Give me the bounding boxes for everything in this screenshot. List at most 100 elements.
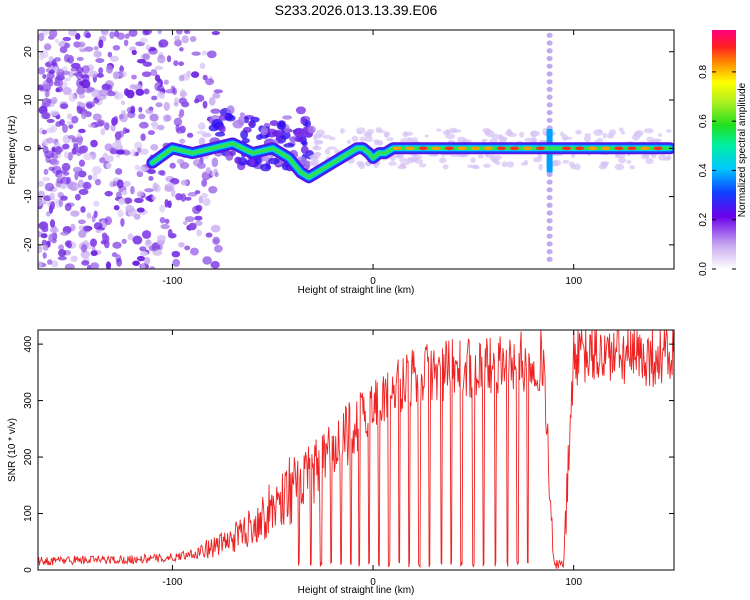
x-tick-label: 0 xyxy=(370,276,376,287)
spectral-blob xyxy=(111,252,118,258)
spectral-blob xyxy=(41,129,47,135)
spectral-blob xyxy=(483,129,492,135)
spectral-blob xyxy=(79,102,86,108)
spectral-blob xyxy=(138,166,146,173)
spectral-blob xyxy=(78,128,86,134)
spectral-blob xyxy=(47,259,53,265)
spectral-blob xyxy=(151,95,158,101)
spectral-blob xyxy=(324,148,331,155)
spectral-blob xyxy=(60,183,67,190)
trace-hot-spot xyxy=(523,146,533,151)
spike-blob xyxy=(546,32,553,38)
spectral-blob xyxy=(48,233,54,243)
spectral-blob xyxy=(339,127,345,134)
spike-blob xyxy=(546,102,553,108)
spectral-blob xyxy=(184,196,192,201)
spectral-blob xyxy=(154,65,164,70)
spectral-blob xyxy=(407,137,415,143)
spectral-blob xyxy=(157,124,165,131)
spectral-blob xyxy=(55,75,65,81)
spectral-blob xyxy=(530,130,541,137)
spectral-blob xyxy=(155,102,163,108)
spectral-blob xyxy=(175,30,183,35)
spectral-blob xyxy=(164,185,174,192)
spectral-blob xyxy=(119,66,125,72)
spectral-blob xyxy=(43,44,52,51)
spectral-blob xyxy=(436,128,442,132)
spectral-blob xyxy=(248,120,255,127)
spectral-blob xyxy=(402,162,410,166)
spectral-blob xyxy=(191,51,201,56)
spectral-blob xyxy=(139,123,145,129)
spectral-blob xyxy=(68,30,78,37)
spectral-blob xyxy=(76,133,82,138)
spectral-blob xyxy=(593,129,604,136)
spectral-blob xyxy=(178,112,183,119)
spectral-blob xyxy=(74,171,79,181)
spectral-blob xyxy=(38,245,43,254)
spectral-blob xyxy=(133,213,141,220)
spectral-blob xyxy=(212,92,221,99)
spectral-blob xyxy=(70,210,80,217)
spike-blob xyxy=(546,187,553,193)
spectral-blob xyxy=(172,258,181,267)
spectral-blob xyxy=(199,62,206,70)
top-y-axis-label: Frequency (Hz) xyxy=(7,116,18,185)
spectral-blob xyxy=(438,157,447,164)
spectral-blob xyxy=(44,182,55,192)
spectral-blob xyxy=(117,209,124,218)
spectral-blob xyxy=(49,219,56,228)
spectral-blob xyxy=(45,127,55,134)
spectral-blob xyxy=(68,124,74,130)
spectral-blob xyxy=(501,161,508,168)
spectral-blob xyxy=(403,131,414,136)
spectral-blob xyxy=(608,129,617,136)
spectral-blob xyxy=(269,120,279,127)
spectral-blob xyxy=(194,220,203,226)
spectral-blob xyxy=(41,224,49,232)
spectral-blob xyxy=(90,250,98,257)
spectral-blob xyxy=(132,260,141,266)
trace-hot-spot xyxy=(418,146,428,151)
spectral-blob xyxy=(133,197,144,204)
colorbar-label: Normalized spectral amplitude xyxy=(737,82,748,217)
spectral-blob xyxy=(45,137,55,144)
spectral-blob xyxy=(51,59,57,68)
spectral-blob xyxy=(178,97,188,105)
spectral-blob xyxy=(583,135,592,143)
bottom-x-axis-label: Height of straight line (km) xyxy=(298,585,415,596)
spectral-blob xyxy=(210,171,216,177)
spectral-blob xyxy=(173,60,179,67)
spectral-blob xyxy=(38,66,46,75)
spectral-blob xyxy=(57,256,67,261)
trace-hot-spot xyxy=(536,146,546,151)
trace-band xyxy=(150,141,672,180)
spectral-blob xyxy=(113,30,120,38)
spectral-blob xyxy=(75,66,84,74)
spectral-blob xyxy=(569,161,575,168)
spectral-blob xyxy=(229,150,236,156)
spectral-blob xyxy=(213,89,224,94)
trace-hot-spot xyxy=(653,146,663,151)
spectral-blob xyxy=(658,154,667,161)
spectral-blob xyxy=(201,179,208,187)
spectral-blob xyxy=(507,132,518,138)
spike-blob xyxy=(546,241,553,247)
spectral-blob xyxy=(531,137,537,143)
spectral-blob xyxy=(38,180,45,187)
spectral-blob xyxy=(66,241,72,249)
spectral-blob xyxy=(202,74,208,81)
spectral-blob xyxy=(64,54,70,59)
spectral-blob xyxy=(86,212,92,219)
spectral-blob xyxy=(645,158,654,165)
spectral-blob xyxy=(276,121,286,130)
spectral-blob xyxy=(101,232,108,239)
spectral-blob xyxy=(60,231,69,236)
spectral-blob xyxy=(598,163,608,170)
spectral-blob xyxy=(172,87,178,96)
spectral-blob xyxy=(317,133,323,138)
spike-blob xyxy=(546,256,553,262)
spectral-blob xyxy=(104,122,110,131)
spectral-blob xyxy=(59,46,68,54)
spectral-blob xyxy=(618,127,624,132)
